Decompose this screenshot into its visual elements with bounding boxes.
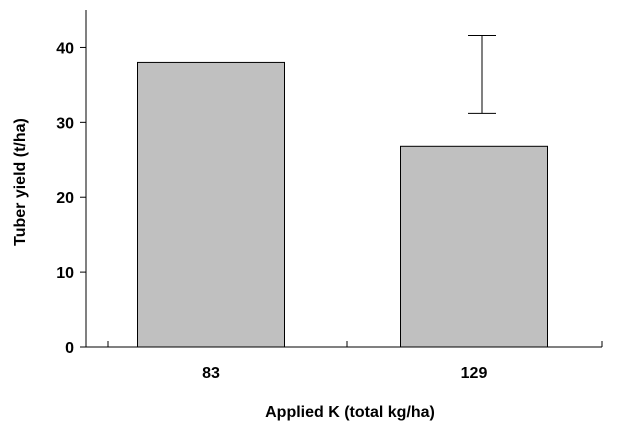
bar-129 <box>400 145 548 348</box>
bar-83 <box>137 61 285 348</box>
y-tick-label-20: 20 <box>56 190 74 207</box>
x-tick-label-83: 83 <box>202 365 220 382</box>
y-ticks: 0 10 20 30 40 <box>56 40 86 357</box>
x-axis-title: Applied K (total kg/ha) <box>265 404 435 421</box>
error-bars <box>468 34 496 114</box>
bars <box>137 61 548 348</box>
y-tick-label-10: 10 <box>56 265 74 282</box>
y-axis-title: Tuber yield (t/ha) <box>12 118 29 246</box>
x-tick-label-129: 129 <box>461 365 488 382</box>
y-tick-label-30: 30 <box>56 115 74 132</box>
x-ticks: 83 129 <box>107 341 603 382</box>
y-tick-label-0: 0 <box>65 340 74 357</box>
y-tick-label-40: 40 <box>56 40 74 57</box>
